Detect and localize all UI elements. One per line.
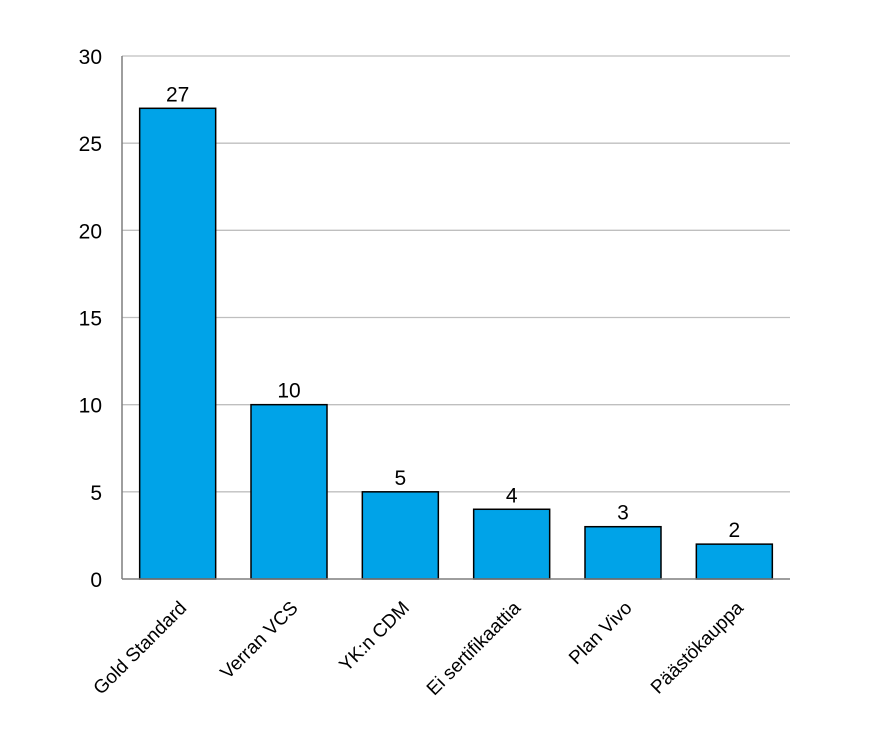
x-tick-label: Gold Standard [90, 598, 191, 699]
bar [584, 525, 662, 580]
bar [695, 543, 774, 580]
y-tick-label: 30 [79, 46, 102, 69]
y-tick-label: 20 [79, 220, 102, 243]
gridlines [122, 55, 790, 493]
x-tick-label: Verran VCS [217, 598, 303, 684]
y-tick-label: 15 [79, 308, 102, 331]
axes [121, 56, 790, 580]
bar-value-label: 3 [617, 502, 629, 525]
y-tick-label: 10 [79, 395, 102, 418]
bar [361, 491, 440, 580]
bar [472, 508, 551, 580]
data-labels: 27 10 5 4 3 2 [166, 83, 740, 542]
y-tick-label: 5 [90, 482, 102, 505]
bar-value-label: 5 [394, 467, 406, 490]
x-tick-label: Plan Vivo [565, 598, 636, 669]
bar-value-label: 10 [277, 380, 300, 403]
bars [138, 107, 774, 580]
bar-value-label: 4 [506, 484, 518, 507]
y-tick-label: 25 [79, 133, 102, 156]
x-tick-label: Ei sertifikaattia [423, 597, 526, 700]
bar [138, 107, 217, 580]
y-tick-label: 0 [90, 569, 102, 592]
x-tick-label: YK:n CDM [336, 598, 414, 676]
x-axis-tick-labels: Gold Standard Verran VCS YK:n CDM Ei sertif… [90, 597, 748, 700]
x-tick-label: Päästökauppa [647, 597, 748, 698]
y-axis-tick-labels: 0 5 10 15 20 25 30 [79, 46, 102, 592]
bar-value-label: 2 [728, 519, 740, 542]
bar [250, 403, 328, 580]
bar-value-label: 27 [166, 83, 189, 106]
